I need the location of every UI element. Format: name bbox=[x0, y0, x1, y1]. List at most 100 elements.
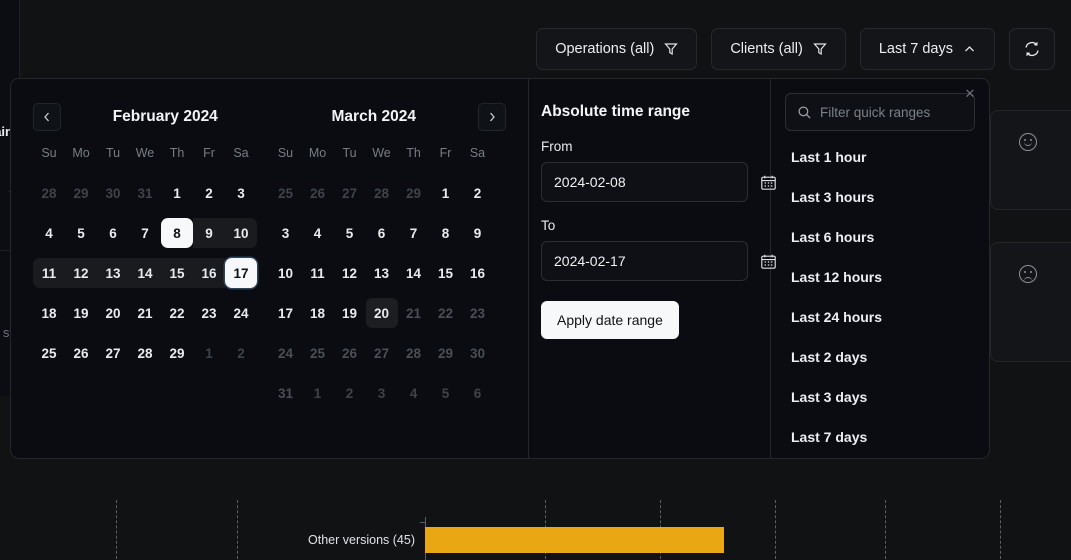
to-label: To bbox=[541, 218, 556, 233]
calendar-day[interactable]: 15 bbox=[437, 265, 454, 281]
calendar-day[interactable]: 16 bbox=[193, 258, 225, 288]
from-date-input[interactable] bbox=[541, 162, 748, 202]
calendar-day: 21 bbox=[405, 305, 422, 321]
calendar-day[interactable]: 26 bbox=[73, 345, 89, 361]
calendar-day[interactable]: 14 bbox=[405, 265, 422, 281]
next-month-button[interactable] bbox=[478, 103, 506, 131]
calendar-day[interactable]: 5 bbox=[345, 225, 354, 241]
calendar-day[interactable]: 10 bbox=[277, 265, 294, 281]
calendar-day[interactable]: 6 bbox=[377, 225, 386, 241]
client-versions-bar-chart: Other versions (45)Hive Client@0.28.1 bbox=[0, 460, 1071, 560]
calendar-day[interactable]: 25 bbox=[41, 345, 57, 361]
refresh-button[interactable] bbox=[1009, 28, 1055, 70]
calendar-day[interactable]: 19 bbox=[73, 305, 89, 321]
calendar-day[interactable]: 7 bbox=[141, 225, 149, 241]
quick-range-item[interactable]: Last 3 days bbox=[791, 389, 868, 405]
chart-bar[interactable] bbox=[425, 527, 724, 553]
calendar-day: 25 bbox=[309, 345, 326, 361]
calendar-day: 4 bbox=[409, 385, 418, 401]
calendar-day[interactable]: 21 bbox=[137, 305, 153, 321]
calendar-day[interactable]: 9 bbox=[473, 225, 482, 241]
calendar-day[interactable]: 28 bbox=[137, 345, 153, 361]
clients-filter-button[interactable]: Clients (all) bbox=[711, 28, 846, 70]
calendar-day[interactable]: 15 bbox=[161, 258, 193, 288]
calendar-day[interactable]: 17 bbox=[225, 258, 257, 288]
calendar-day[interactable]: 22 bbox=[169, 305, 185, 321]
calendar-day[interactable]: 12 bbox=[341, 265, 358, 281]
calendar-grids: Su Mo Tu We Th Fr Sa 28 29 30 31 1 2 3 4 5 6 7 8 9 10 11 12 13 1… bbox=[33, 133, 506, 413]
calendar-day[interactable]: 10 bbox=[225, 218, 257, 248]
calendar-day[interactable]: 13 bbox=[97, 258, 129, 288]
calendar-day[interactable]: 9 bbox=[193, 218, 225, 248]
calendar-day[interactable]: 11 bbox=[310, 265, 325, 281]
background-card-negative[interactable] bbox=[990, 242, 1071, 362]
clients-filter-label: Clients (all) bbox=[730, 41, 803, 57]
quick-ranges-search[interactable] bbox=[785, 93, 975, 131]
quick-range-item[interactable]: Last 2 days bbox=[791, 349, 868, 365]
weekday-label: We bbox=[372, 146, 391, 160]
calendar-week-row: 10 11 12 13 14 15 16 bbox=[270, 253, 507, 293]
time-range-button[interactable]: Last 7 days bbox=[859, 28, 995, 70]
calendar-day[interactable]: 2 bbox=[205, 185, 213, 201]
calendar-day[interactable]: 17 bbox=[277, 305, 294, 321]
calendar-day[interactable]: 1 bbox=[173, 185, 181, 201]
weekday-label: Th bbox=[169, 146, 185, 160]
calendar-day[interactable]: 4 bbox=[45, 225, 53, 241]
calendar-day[interactable]: 16 bbox=[469, 265, 486, 281]
calendar-day[interactable]: 20 bbox=[365, 298, 398, 328]
calendar-day[interactable]: 18 bbox=[41, 305, 57, 321]
calendar-day: 31 bbox=[137, 185, 153, 201]
calendar-week-row: 25 26 27 28 29 1 2 bbox=[33, 333, 270, 373]
calendar-day[interactable]: 18 bbox=[309, 305, 326, 321]
quick-range-item[interactable]: Last 7 days bbox=[791, 429, 868, 445]
apply-date-range-button[interactable]: Apply date range bbox=[541, 301, 679, 339]
calendar-icon[interactable] bbox=[760, 253, 777, 270]
operations-filter-button[interactable]: Operations (all) bbox=[536, 28, 698, 70]
calendar-day[interactable]: 6 bbox=[109, 225, 117, 241]
chart-axis-tick bbox=[420, 522, 425, 523]
calendar-month-right: Su Mo Tu We Th Fr Sa 25 26 27 28 29 1 2 3 4 5 6 7 8 9 10 11 12 1… bbox=[270, 133, 507, 413]
calendar-day[interactable]: 3 bbox=[237, 185, 245, 201]
calendar-day[interactable]: 11 bbox=[33, 258, 65, 288]
calendar-day[interactable]: 2 bbox=[473, 185, 482, 201]
absolute-range-title: Absolute time range bbox=[541, 103, 690, 120]
calendar-day: 29 bbox=[437, 345, 454, 361]
calendar-day[interactable]: 5 bbox=[77, 225, 85, 241]
weekday-label: Tu bbox=[105, 146, 121, 160]
calendar-day[interactable]: 7 bbox=[409, 225, 418, 241]
calendar-day[interactable]: 29 bbox=[169, 345, 185, 361]
calendar-day: 6 bbox=[473, 385, 482, 401]
calendar-day[interactable]: 23 bbox=[201, 305, 217, 321]
quick-range-item[interactable]: Last 1 hour bbox=[791, 149, 867, 165]
close-icon[interactable]: ✕ bbox=[964, 86, 976, 101]
calendar-day[interactable]: 19 bbox=[341, 305, 358, 321]
calendar-day[interactable]: 14 bbox=[129, 258, 161, 288]
quick-ranges-search-input[interactable] bbox=[786, 94, 974, 130]
from-label: From bbox=[541, 139, 573, 154]
calendar-day[interactable]: 12 bbox=[65, 258, 97, 288]
month-title-right: March 2024 bbox=[331, 108, 416, 125]
weekday-label: Tu bbox=[342, 146, 357, 160]
calendar-day[interactable]: 24 bbox=[233, 305, 249, 321]
calendar-day[interactable]: 8 bbox=[441, 225, 450, 241]
quick-range-item[interactable]: Last 3 hours bbox=[791, 189, 875, 205]
quick-range-item[interactable]: Last 12 hours bbox=[791, 269, 883, 285]
calendar-day[interactable]: 13 bbox=[373, 265, 390, 281]
quick-range-item[interactable]: Last 24 hours bbox=[791, 309, 883, 325]
to-date-input[interactable] bbox=[541, 241, 748, 281]
calendar-day[interactable]: 3 bbox=[281, 225, 290, 241]
background-card-positive[interactable] bbox=[990, 110, 1071, 210]
time-range-label: Last 7 days bbox=[878, 41, 953, 57]
calendar-day[interactable]: 27 bbox=[105, 345, 121, 361]
quick-range-item[interactable]: Last 6 hours bbox=[791, 229, 875, 245]
calendar-day: 2 bbox=[345, 385, 354, 401]
calendar-day[interactable]: 20 bbox=[105, 305, 121, 321]
calendar-icon[interactable] bbox=[760, 174, 777, 191]
calendar-week-row: 25 26 27 28 29 1 2 bbox=[270, 173, 507, 213]
calendar-week-row: 4 5 6 7 8 9 10 bbox=[33, 213, 270, 253]
calendar-day[interactable]: 4 bbox=[313, 225, 322, 241]
calendar-day[interactable]: 1 bbox=[441, 185, 450, 201]
prev-month-button[interactable] bbox=[33, 103, 61, 131]
calendar-day[interactable]: 8 bbox=[161, 218, 193, 248]
